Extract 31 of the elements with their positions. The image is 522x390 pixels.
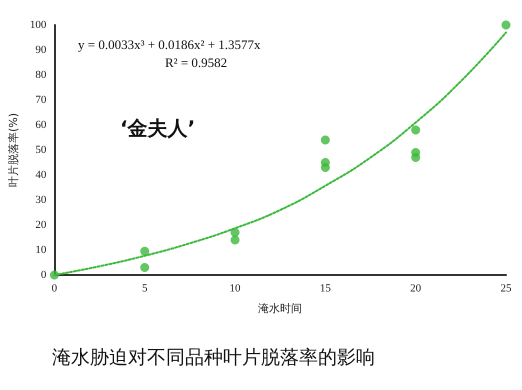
point xyxy=(230,236,240,244)
y-tick-label: 100 xyxy=(30,19,47,31)
x-tick-label: 15 xyxy=(320,282,332,294)
point xyxy=(140,263,150,272)
annotation: y = 0.0033x³ + 0.0186x² + 1.3577x xyxy=(78,37,262,52)
y-tick-label: 50 xyxy=(35,144,47,156)
x-tick-label: 25 xyxy=(500,282,512,294)
point xyxy=(320,163,330,172)
y-tick-label: 20 xyxy=(35,219,47,231)
x-tick-label: 5 xyxy=(142,282,148,294)
y-tick-label: 30 xyxy=(35,194,47,206)
y-tick-label: 0 xyxy=(40,269,47,281)
y-tick-label: 40 xyxy=(35,169,47,181)
point xyxy=(140,246,150,256)
y-tick-label: 60 xyxy=(35,119,47,131)
annotation: ‘金夫人’ xyxy=(120,116,196,140)
x-axis-title: 淹水时间 xyxy=(258,302,302,315)
annotation: R² = 0.9582 xyxy=(165,55,228,70)
text: 淹水胁迫对不同品种叶片脱落率的影响 xyxy=(52,346,375,368)
y-tick-label: 80 xyxy=(35,69,47,81)
x-tick-label: 20 xyxy=(410,282,422,294)
point xyxy=(411,126,420,134)
y-tick-label: 70 xyxy=(35,94,47,106)
point xyxy=(502,20,510,30)
x-tick-label: 10 xyxy=(230,282,242,294)
y-axis-title: 叶片脱落率(%) xyxy=(7,112,20,188)
x-tick-label: 0 xyxy=(52,282,58,294)
point xyxy=(411,153,420,162)
y-tick-label: 10 xyxy=(35,244,47,256)
point xyxy=(320,136,330,144)
y-tick-label: 90 xyxy=(35,44,47,56)
